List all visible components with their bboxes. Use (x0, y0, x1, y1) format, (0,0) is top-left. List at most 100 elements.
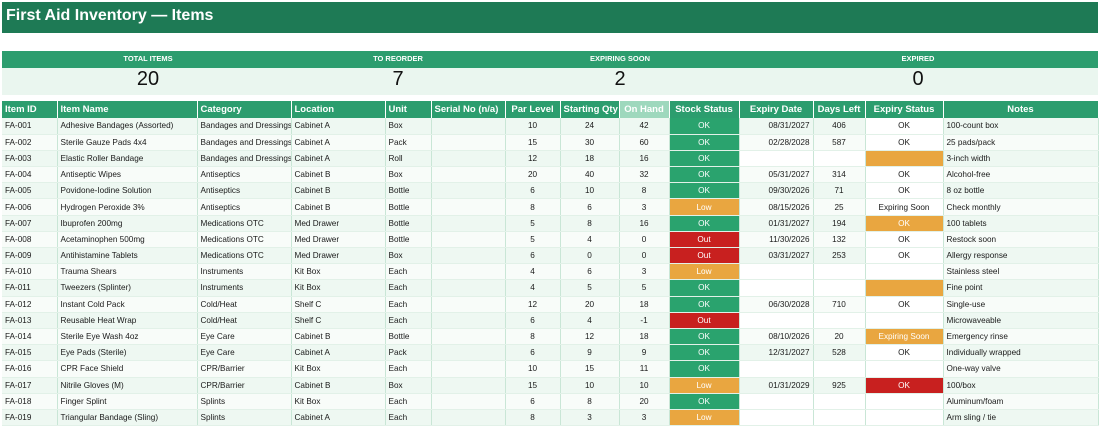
table-row[interactable]: FA-014 Sterile Eye Wash 4oz Eye Care Cabine… (2, 328, 1099, 346)
cell-notes[interactable]: Alcohol-free (943, 166, 1099, 184)
cell-category[interactable]: Medications OTC (197, 215, 292, 232)
cell-location[interactable]: Med Drawer (291, 215, 386, 232)
cell-item-id[interactable]: FA-006 (2, 198, 58, 216)
cell-par-level[interactable]: 6 (505, 393, 561, 410)
cell-item-id[interactable]: FA-002 (2, 134, 58, 151)
cell-stock-status[interactable]: OK (669, 393, 740, 410)
col-header-days-left[interactable]: Days Left (813, 101, 866, 118)
cell-days-left[interactable] (813, 150, 866, 168)
cell-unit[interactable]: Bottle (385, 198, 432, 216)
cell-on-hand[interactable]: -1 (619, 312, 670, 329)
cell-on-hand[interactable]: 18 (619, 328, 670, 346)
cell-expiry-status[interactable] (865, 312, 944, 329)
cell-serial-no[interactable] (431, 296, 506, 313)
cell-item-id[interactable]: FA-005 (2, 182, 58, 200)
cell-notes[interactable]: One-way valve (943, 360, 1099, 378)
cell-category[interactable]: Eye Care (197, 344, 292, 362)
cell-starting-qty[interactable]: 6 (560, 198, 620, 216)
cell-on-hand[interactable]: 3 (619, 263, 670, 281)
cell-starting-qty[interactable]: 4 (560, 312, 620, 329)
cell-item-name[interactable]: Instant Cold Pack (57, 296, 198, 313)
table-row[interactable]: FA-017 Nitrile Gloves (M) CPR/Barrier Cabin… (2, 377, 1099, 394)
cell-starting-qty[interactable]: 10 (560, 377, 620, 394)
cell-notes[interactable]: Single-use (943, 296, 1099, 313)
cell-starting-qty[interactable]: 6 (560, 263, 620, 281)
cell-stock-status[interactable]: OK (669, 296, 740, 313)
cell-unit[interactable]: Each (385, 296, 432, 313)
cell-expiry-status[interactable]: OK (865, 247, 944, 265)
cell-item-name[interactable]: Antiseptic Wipes (57, 166, 198, 184)
cell-days-left[interactable] (813, 409, 866, 427)
table-row[interactable]: FA-003 Elastic Roller Bandage Bandages and… (2, 150, 1099, 168)
cell-starting-qty[interactable]: 18 (560, 150, 620, 168)
cell-unit[interactable]: Each (385, 279, 432, 297)
cell-expiry-status[interactable] (865, 393, 944, 410)
cell-location[interactable]: Shelf C (291, 312, 386, 329)
cell-par-level[interactable]: 4 (505, 263, 561, 281)
cell-item-id[interactable]: FA-009 (2, 247, 58, 265)
cell-days-left[interactable]: 194 (813, 215, 866, 232)
cell-par-level[interactable]: 5 (505, 231, 561, 249)
cell-notes[interactable]: Individually wrapped (943, 344, 1099, 362)
cell-expiry-date[interactable]: 01/31/2027 (739, 215, 814, 232)
cell-item-name[interactable]: Reusable Heat Wrap (57, 312, 198, 329)
cell-item-id[interactable]: FA-010 (2, 263, 58, 281)
cell-on-hand[interactable]: 16 (619, 215, 670, 232)
cell-stock-status[interactable]: Low (669, 198, 740, 216)
cell-serial-no[interactable] (431, 279, 506, 297)
cell-notes[interactable]: 100 tablets (943, 215, 1099, 232)
cell-item-id[interactable]: FA-004 (2, 166, 58, 184)
cell-category[interactable]: Antiseptics (197, 198, 292, 216)
cell-notes[interactable]: Aluminum/foam (943, 393, 1099, 410)
cell-stock-status[interactable]: OK (669, 166, 740, 184)
cell-days-left[interactable]: 587 (813, 134, 866, 151)
cell-unit[interactable]: Bottle (385, 328, 432, 346)
col-header-on-hand[interactable]: On Hand (619, 101, 670, 118)
cell-item-name[interactable]: Antihistamine Tablets (57, 247, 198, 265)
cell-location[interactable]: Kit Box (291, 263, 386, 281)
cell-starting-qty[interactable]: 15 (560, 360, 620, 378)
cell-category[interactable]: Splints (197, 409, 292, 427)
table-row[interactable]: FA-019 Triangular Bandage (Sling) Splints C… (2, 409, 1099, 427)
cell-expiry-status[interactable] (865, 360, 944, 378)
cell-days-left[interactable]: 132 (813, 231, 866, 249)
cell-item-name[interactable]: Finger Splint (57, 393, 198, 410)
cell-unit[interactable]: Box (385, 166, 432, 184)
cell-item-name[interactable]: Acetaminophen 500mg (57, 231, 198, 249)
cell-expiry-status[interactable]: OK (865, 182, 944, 200)
cell-par-level[interactable]: 8 (505, 198, 561, 216)
cell-starting-qty[interactable]: 3 (560, 409, 620, 427)
cell-item-id[interactable]: FA-018 (2, 393, 58, 410)
cell-serial-no[interactable] (431, 215, 506, 232)
cell-stock-status[interactable]: OK (669, 182, 740, 200)
cell-item-id[interactable]: FA-013 (2, 312, 58, 329)
table-row[interactable]: FA-010 Trauma Shears Instruments Kit Box Eac… (2, 263, 1099, 281)
cell-item-id[interactable]: FA-017 (2, 377, 58, 394)
cell-expiry-status[interactable]: OK (865, 296, 944, 313)
cell-stock-status[interactable]: Low (669, 263, 740, 281)
cell-days-left[interactable]: 925 (813, 377, 866, 394)
cell-stock-status[interactable]: Out (669, 231, 740, 249)
cell-expiry-status[interactable]: OK (865, 231, 944, 249)
cell-days-left[interactable] (813, 263, 866, 281)
cell-notes[interactable]: 25 pads/pack (943, 134, 1099, 151)
cell-item-name[interactable]: Hydrogen Peroxide 3% (57, 198, 198, 216)
cell-category[interactable]: Bandages and Dressings (197, 134, 292, 151)
cell-par-level[interactable]: 5 (505, 215, 561, 232)
cell-expiry-status[interactable]: OK (865, 134, 944, 151)
cell-expiry-date[interactable] (739, 409, 814, 427)
cell-notes[interactable]: Stainless steel (943, 263, 1099, 281)
cell-item-id[interactable]: FA-003 (2, 150, 58, 168)
cell-starting-qty[interactable]: 10 (560, 182, 620, 200)
cell-serial-no[interactable] (431, 393, 506, 410)
col-header-par-level[interactable]: Par Level (505, 101, 561, 118)
cell-item-name[interactable]: Nitrile Gloves (M) (57, 377, 198, 394)
cell-category[interactable]: CPR/Barrier (197, 377, 292, 394)
cell-item-id[interactable]: FA-019 (2, 409, 58, 427)
cell-notes[interactable]: 8 oz bottle (943, 182, 1099, 200)
cell-par-level[interactable]: 4 (505, 279, 561, 297)
cell-serial-no[interactable] (431, 198, 506, 216)
col-header-category[interactable]: Category (197, 101, 292, 118)
cell-location[interactable]: Med Drawer (291, 231, 386, 249)
cell-expiry-date[interactable]: 06/30/2028 (739, 296, 814, 313)
